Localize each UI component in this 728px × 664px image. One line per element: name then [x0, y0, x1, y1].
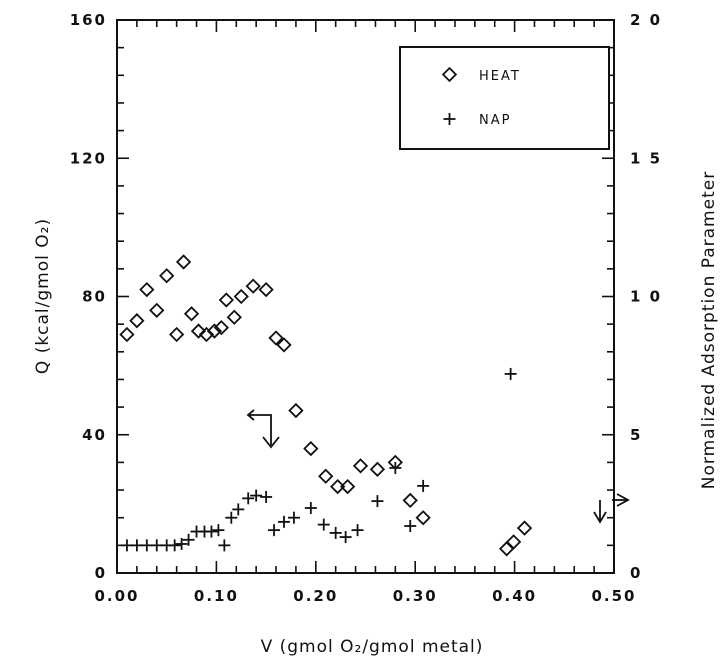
y2-tick-label: 1 5	[630, 149, 662, 167]
legend-box	[399, 46, 610, 150]
annotation-arrow-left	[246, 409, 280, 449]
nap-point	[371, 495, 384, 508]
y2-tick-label: 2 0	[630, 11, 662, 29]
heat-point	[233, 288, 249, 305]
heat-point	[119, 326, 135, 343]
heat-point	[258, 281, 274, 298]
nap-point	[339, 531, 352, 544]
heat-point	[198, 326, 215, 343]
heat-point	[369, 461, 386, 477]
y-tick-label: 0	[95, 564, 107, 582]
heat-point	[415, 510, 431, 526]
nap-point	[329, 526, 342, 539]
heat-point	[516, 520, 533, 536]
x-tick-label: 0.30	[393, 587, 438, 605]
heat-point	[169, 326, 185, 343]
data-marks	[119, 254, 533, 557]
heat-point	[245, 278, 261, 294]
nap-point	[504, 367, 517, 380]
heat-point	[268, 330, 284, 346]
heat-point	[190, 323, 207, 339]
nap-point	[168, 539, 181, 552]
nap-point	[225, 511, 238, 524]
x-axis-title: V (gmol O₂/gmol metal)	[261, 637, 484, 657]
legend: HEAT NAP	[399, 46, 610, 150]
heat-point	[276, 337, 292, 353]
heat-point	[505, 534, 522, 550]
x-tick-label: 0.10	[194, 587, 239, 605]
series-heat	[119, 254, 533, 557]
heat-point	[159, 268, 175, 284]
legend-heat-label: HEAT	[479, 69, 521, 84]
heat-point	[226, 309, 242, 325]
x-tick-label: 0.50	[591, 587, 636, 605]
heat-point	[206, 323, 223, 339]
heat-point	[149, 302, 165, 318]
nap-point	[250, 489, 263, 502]
x-tick-label: 0.40	[492, 587, 537, 605]
heat-point	[183, 306, 200, 322]
heat-point	[175, 254, 192, 270]
x-tick-label: 0.20	[293, 587, 338, 605]
ticks	[116, 19, 615, 574]
nap-point	[277, 515, 290, 528]
annotation-arrow-right	[593, 493, 630, 524]
legend-nap-label: NAP	[479, 113, 511, 128]
y2-tick-label: 5	[630, 426, 642, 444]
nap-point	[304, 502, 317, 515]
nap-point	[417, 479, 430, 492]
heat-point	[402, 492, 418, 509]
nap-point	[232, 503, 245, 516]
heat-point	[303, 440, 319, 457]
nap-point	[175, 537, 188, 550]
heat-point	[330, 478, 346, 495]
y-axis-title: Q (kcal/gmol O₂)	[33, 218, 53, 374]
y2-tick-label: 1 0	[630, 288, 662, 306]
x-tick-label: 0.00	[94, 587, 139, 605]
nap-point	[242, 492, 255, 505]
heat-point	[129, 313, 145, 329]
y-tick-label: 40	[82, 426, 107, 444]
y-tick-label: 120	[70, 149, 107, 167]
nap-point	[317, 518, 330, 531]
nap-point	[205, 525, 218, 538]
nap-point	[260, 490, 273, 503]
heat-point	[213, 319, 230, 336]
heat-point	[499, 541, 515, 557]
heat-point	[288, 402, 304, 419]
nap-point	[268, 524, 281, 537]
y-tick-label: 160	[70, 11, 107, 29]
legend-heat-marker	[441, 66, 458, 83]
nap-point	[351, 524, 364, 537]
heat-point	[318, 468, 334, 484]
heat-point	[352, 458, 369, 474]
y-tick-label: 80	[82, 288, 107, 306]
heat-point	[139, 281, 155, 298]
series-nap	[120, 367, 517, 552]
nap-point	[212, 524, 225, 537]
y2-tick-label: 0	[630, 564, 642, 582]
heat-point	[339, 478, 356, 495]
nap-point	[389, 461, 402, 474]
heat-point	[387, 454, 403, 471]
heat-point	[218, 292, 234, 308]
nap-point	[287, 511, 300, 524]
y2-axis-title: Normalized Adsorption Parameter	[699, 171, 719, 489]
nap-point	[182, 533, 195, 546]
nap-point	[218, 539, 231, 552]
nap-point	[404, 519, 417, 532]
